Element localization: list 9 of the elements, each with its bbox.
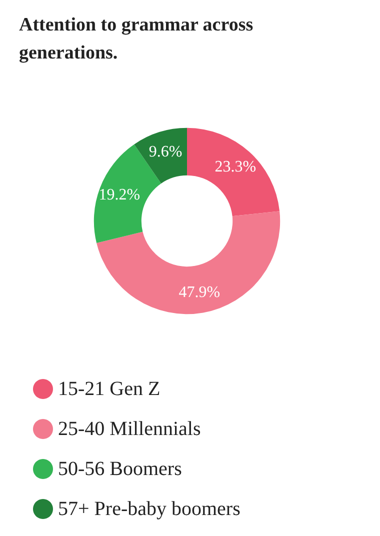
legend-label: 25-40 Millennials — [58, 418, 201, 440]
chart-title: Attention to grammar across generations. — [19, 14, 258, 64]
data-label: 23.3% — [214, 158, 256, 176]
data-label: 9.6% — [148, 143, 182, 160]
legend-label: 15-21 Gen Z — [58, 378, 160, 400]
legend-label: 57+ Pre-baby boomers — [58, 498, 241, 520]
data-label: 47.9% — [178, 284, 220, 301]
legend-label: 50-56 Boomers — [58, 458, 182, 480]
data-label: 19.2% — [98, 186, 140, 204]
